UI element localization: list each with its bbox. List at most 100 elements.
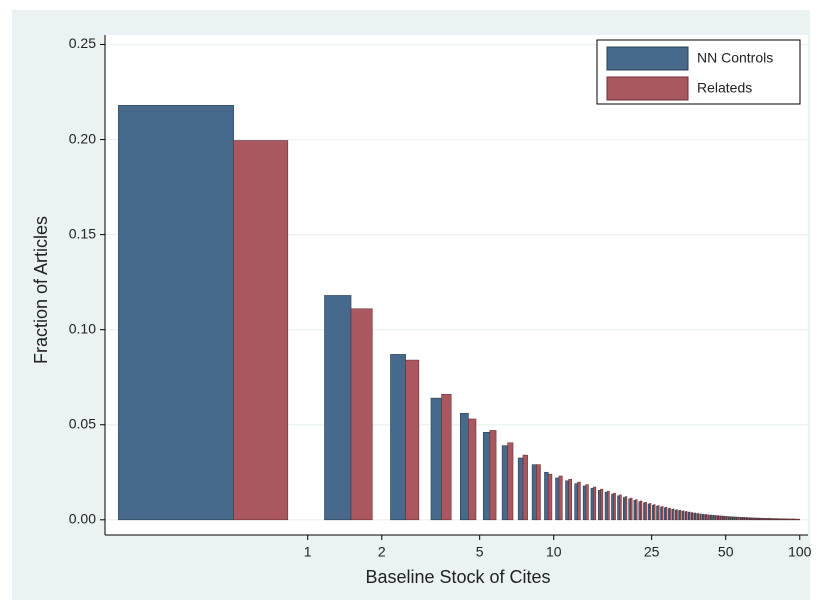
bar — [489, 430, 497, 521]
bar — [724, 515, 726, 521]
bar — [482, 432, 491, 521]
bar — [430, 397, 442, 521]
bar — [777, 518, 779, 521]
bar — [792, 518, 794, 521]
bar — [649, 503, 652, 521]
bar — [781, 518, 783, 521]
bar — [722, 515, 724, 521]
bar — [796, 518, 798, 521]
bar — [672, 508, 675, 521]
bar — [782, 518, 784, 521]
bar — [755, 517, 758, 521]
bar — [619, 494, 622, 521]
y-axis-title: Fraction of Articles — [31, 216, 51, 364]
bar — [785, 518, 787, 521]
y-tick-label: 0.15 — [69, 225, 96, 241]
bar — [688, 511, 691, 521]
bar — [350, 308, 373, 521]
bar — [752, 517, 754, 521]
bar — [611, 493, 614, 521]
x-tick-label: 100 — [788, 544, 812, 560]
bar — [577, 481, 581, 521]
x-tick-label: 25 — [644, 544, 660, 560]
bar — [682, 510, 685, 521]
x-tick-label: 5 — [476, 544, 484, 560]
bar — [606, 490, 610, 521]
bar — [717, 515, 720, 521]
bar — [732, 516, 734, 521]
y-tick-label: 0.00 — [69, 510, 96, 526]
bar — [766, 518, 768, 521]
bar — [794, 518, 796, 521]
bar — [694, 512, 697, 521]
bar — [712, 514, 715, 521]
bar — [644, 502, 647, 521]
bar — [459, 413, 469, 521]
bar — [710, 514, 712, 521]
bar — [593, 486, 597, 521]
bar — [793, 518, 795, 521]
bar — [665, 506, 668, 521]
bar — [759, 517, 761, 521]
bar — [745, 517, 747, 521]
bar — [744, 517, 746, 521]
legend-label: NN Controls — [697, 50, 773, 66]
bar — [789, 518, 792, 521]
bar — [691, 512, 694, 521]
bar — [715, 515, 717, 521]
bar — [390, 354, 406, 521]
bar — [604, 491, 608, 521]
bar — [669, 507, 671, 521]
bar — [702, 513, 705, 521]
bar — [565, 480, 569, 521]
bar — [728, 516, 730, 521]
x-axis-title: Baseline Stock of Cites — [365, 567, 550, 587]
bar — [757, 517, 759, 521]
bar — [738, 516, 740, 521]
y-tick-label: 0.25 — [69, 35, 96, 51]
bar — [772, 518, 774, 521]
bar — [635, 499, 638, 521]
y-tick-label: 0.05 — [69, 415, 96, 431]
bar — [441, 394, 452, 521]
bar — [747, 517, 749, 521]
bar — [468, 418, 477, 521]
bar — [661, 506, 664, 521]
bar — [769, 518, 771, 521]
bar — [568, 478, 572, 521]
bar — [730, 516, 732, 521]
bar — [700, 513, 702, 521]
bar — [786, 518, 788, 521]
bar — [657, 505, 660, 521]
y-tick-label: 0.20 — [69, 130, 96, 146]
bar — [773, 518, 775, 521]
bar — [736, 516, 738, 521]
bar — [653, 504, 656, 521]
bar — [795, 518, 797, 521]
bar — [590, 487, 594, 521]
bar — [679, 509, 682, 521]
bar — [574, 483, 578, 521]
bar — [676, 509, 678, 521]
bar — [762, 517, 764, 521]
bar — [624, 496, 628, 521]
bar — [719, 515, 722, 521]
x-tick-label: 10 — [546, 544, 562, 560]
bar — [760, 517, 762, 521]
bar — [768, 518, 770, 521]
bar — [776, 518, 778, 521]
legend-swatch — [606, 46, 689, 71]
bar — [726, 516, 728, 521]
bar — [324, 295, 352, 521]
bar — [233, 140, 289, 521]
bar — [797, 518, 799, 521]
x-tick-label: 1 — [304, 544, 312, 560]
bar — [640, 500, 643, 521]
bar — [597, 490, 601, 521]
bar — [742, 517, 744, 521]
bar — [791, 518, 793, 521]
bar — [780, 518, 782, 521]
bar — [531, 464, 537, 521]
bar — [405, 359, 420, 521]
